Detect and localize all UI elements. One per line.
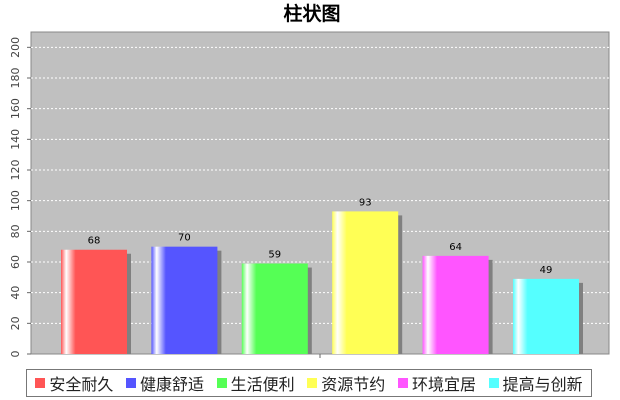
data-label: 49 xyxy=(540,265,553,276)
bar xyxy=(422,255,489,354)
legend-swatch xyxy=(488,378,499,388)
chart-title: 柱状图 xyxy=(283,2,340,25)
data-label: 70 xyxy=(178,233,191,244)
legend-item: 健康舒适 xyxy=(125,371,204,395)
y-tick-label: 140 xyxy=(9,129,22,150)
legend-label: 安全耐久 xyxy=(49,375,114,394)
legend-swatch xyxy=(35,378,46,388)
y-tick-label: 180 xyxy=(9,68,22,89)
y-tick-label: 100 xyxy=(9,190,22,211)
y-tick-label: 20 xyxy=(9,316,22,330)
data-label: 93 xyxy=(359,197,372,208)
legend-item: 安全耐久 xyxy=(35,371,113,395)
y-tick-label: 120 xyxy=(9,160,22,181)
legend-swatch xyxy=(307,378,318,388)
y-tick-label: 160 xyxy=(9,98,22,119)
legend: 安全耐久 健康舒适 生活便利 资源节约 环境宜居 提高与创新 xyxy=(26,369,592,397)
legend-label: 环境宜居 xyxy=(411,375,476,394)
bars xyxy=(61,211,583,354)
data-label: 64 xyxy=(449,242,462,253)
bar xyxy=(151,246,218,354)
y-tick-label: 60 xyxy=(9,255,22,269)
y-tick-label: 0 xyxy=(9,351,22,358)
bar xyxy=(513,278,579,354)
legend-swatch xyxy=(397,378,408,388)
legend-item: 提高与创新 xyxy=(488,371,583,395)
legend-label: 健康舒适 xyxy=(139,375,204,394)
data-label: 59 xyxy=(268,250,281,261)
legend-item: 资源节约 xyxy=(307,371,385,395)
legend-label: 资源节约 xyxy=(321,375,386,394)
data-label: 68 xyxy=(88,236,101,247)
legend-item: 环境宜居 xyxy=(397,371,476,395)
legend-swatch xyxy=(125,378,136,388)
legend-swatch xyxy=(216,378,227,388)
y-tick-label: 40 xyxy=(9,286,22,300)
bar xyxy=(61,249,127,354)
legend-label: 提高与创新 xyxy=(502,375,583,394)
data-labels: 68 70 59 93 64 49 xyxy=(88,197,553,275)
legend-item: 生活便利 xyxy=(216,371,295,395)
y-tick-label: 80 xyxy=(9,224,22,238)
y-tick-label: 200 xyxy=(9,37,22,58)
y-axis: 0 20 40 60 80 100 120 140 160 180 200 xyxy=(9,37,321,358)
bar xyxy=(332,211,399,354)
bar xyxy=(241,263,308,354)
legend-label: 生活便利 xyxy=(230,375,295,394)
